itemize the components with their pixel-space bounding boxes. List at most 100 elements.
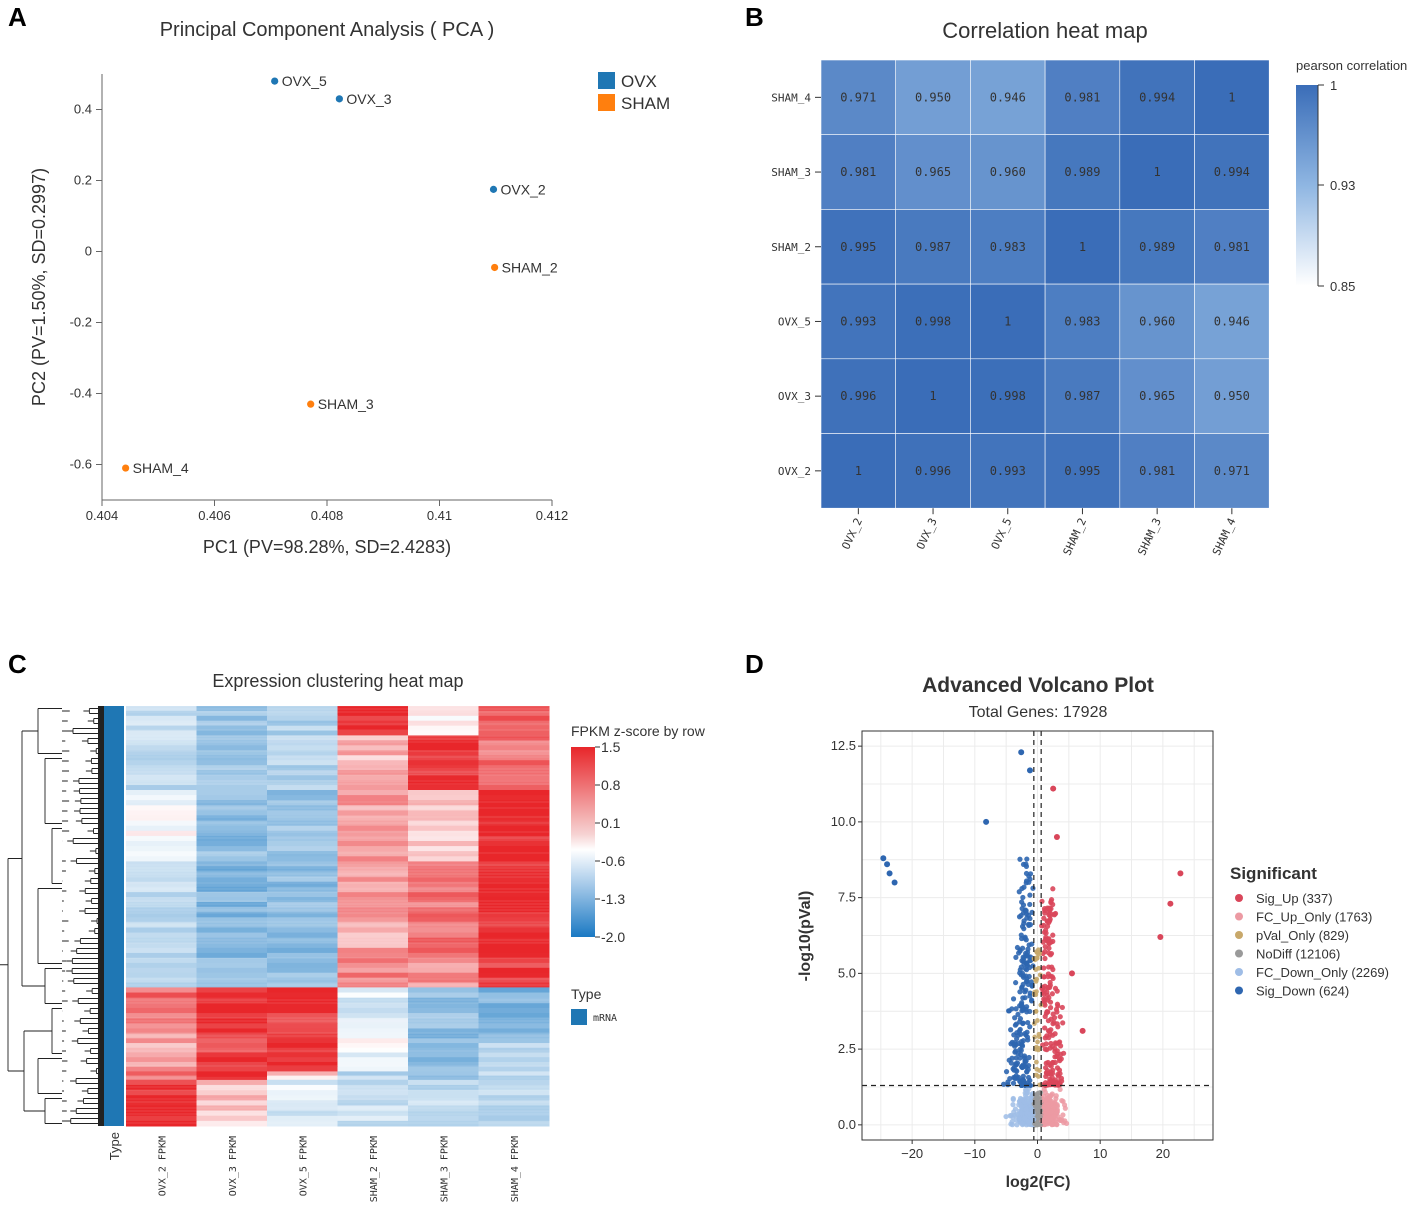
clustering-cell — [478, 1043, 550, 1049]
volcano-x-tick-label: 20 — [1156, 1146, 1170, 1161]
clustering-cell — [267, 1090, 338, 1096]
clustering-cell — [408, 896, 479, 903]
volcano-point — [1017, 856, 1023, 862]
volcano-point — [1019, 905, 1025, 912]
clustering-cell — [337, 886, 409, 893]
clustering-cell — [126, 750, 197, 756]
volcano-point — [1023, 1058, 1029, 1064]
volcano-legend-label: Sig_Down (624) — [1256, 984, 1349, 999]
clustering-cell — [267, 866, 338, 873]
clustering-cell — [337, 932, 409, 939]
clustering-cell — [196, 977, 268, 983]
clustering-cell — [196, 770, 268, 776]
clustering-cell — [126, 856, 197, 862]
volcano-point — [1010, 996, 1017, 1002]
clustering-cell — [408, 1090, 479, 1096]
clustering-cell — [337, 1075, 409, 1081]
clustering-cell — [337, 1007, 409, 1014]
volcano-point — [1033, 1044, 1039, 1050]
correlation-y-label: SHAM_4 — [771, 91, 811, 104]
clustering-leaf-band — [98, 706, 104, 1126]
volcano-y-tick-label: 5.0 — [838, 965, 856, 980]
volcano-legend-dot — [1235, 949, 1243, 958]
volcano-point — [1057, 1039, 1063, 1045]
pca-legend-swatch-ovx — [598, 72, 615, 89]
clustering-cell — [408, 972, 479, 979]
volcano-point — [1001, 1081, 1007, 1087]
correlation-cell-value: 0.950 — [915, 90, 951, 104]
volcano-point — [1027, 892, 1033, 898]
clustering-cell — [337, 937, 409, 944]
clustering-cell — [408, 1043, 479, 1049]
clustering-cell — [267, 750, 338, 756]
volcano-point — [1020, 1073, 1026, 1079]
clustering-cell — [126, 1115, 197, 1122]
correlation-cell-value: 0.946 — [1214, 314, 1250, 328]
volcano-point — [1051, 1113, 1057, 1120]
volcano-x-tick-label: 0 — [1034, 1146, 1041, 1161]
volcano-point — [1014, 944, 1021, 951]
pca-y-label: PC2 (PV=1.50%, SD=0.2997) — [29, 168, 49, 406]
volcano-point — [1048, 1040, 1054, 1047]
correlation-cell — [895, 358, 971, 434]
clustering-cell — [267, 760, 338, 766]
clustering-cell — [196, 1066, 268, 1072]
volcano-point — [1057, 1058, 1063, 1064]
volcano-point — [1047, 1031, 1053, 1037]
clustering-cell — [196, 1038, 268, 1044]
correlation-cell-value: 0.981 — [840, 165, 876, 179]
volcano-point — [1052, 1048, 1058, 1054]
clustering-cell — [408, 800, 479, 806]
clustering-cell — [267, 1038, 338, 1044]
clustering-cell — [126, 851, 197, 857]
clustering-cell — [408, 937, 479, 944]
pca-point-ovx-5 — [271, 77, 279, 85]
correlation-cell — [1194, 433, 1270, 509]
clustering-cell — [267, 1028, 338, 1035]
volcano-point — [1022, 995, 1028, 1001]
volcano-point — [1013, 980, 1019, 986]
clustering-cell — [337, 1038, 409, 1044]
clustering-cell — [196, 720, 268, 727]
clustering-cell — [196, 820, 268, 827]
correlation-title: Correlation heat map — [942, 18, 1147, 43]
clustering-cell — [126, 881, 197, 888]
volcano-point — [1027, 958, 1033, 964]
clustering-cell — [478, 770, 550, 776]
clustering-cell — [478, 1066, 550, 1072]
pca-point-sham-2 — [491, 263, 499, 272]
clustering-cell — [126, 820, 197, 827]
clustering-cell — [196, 896, 268, 903]
clustering-cell — [196, 775, 268, 781]
clustering-cell — [196, 730, 268, 736]
clustering-cell — [408, 775, 479, 781]
clustering-cell — [267, 745, 338, 751]
clustering-cell — [337, 835, 409, 842]
volcano-point — [1024, 915, 1030, 921]
pca-point-label: SHAM_3 — [318, 396, 374, 412]
volcano-point — [1020, 894, 1026, 901]
clustering-cell — [337, 775, 409, 781]
clustering-cell — [126, 958, 197, 964]
clustering-cell — [337, 1105, 409, 1112]
volcano-chart: Advanced Volcano Plot Total Genes: 17928… — [797, 674, 1389, 1191]
volcano-point — [1012, 1049, 1018, 1055]
clustering-cell — [126, 785, 197, 791]
clustering-cell — [126, 907, 197, 913]
volcano-point — [1029, 941, 1035, 947]
pca-point-ovx-3 — [335, 95, 343, 103]
clustering-cell — [267, 1100, 338, 1106]
clustering-colorbar-tick-label: -0.6 — [601, 853, 625, 869]
clustering-cell — [196, 1028, 268, 1035]
clustering-cell — [196, 706, 268, 712]
clustering-cell — [126, 992, 197, 999]
pca-x-tick-label: 0.404 — [86, 508, 119, 523]
volcano-point — [1032, 989, 1037, 995]
volcano-legend-label: pVal_Only (829) — [1256, 928, 1349, 943]
volcano-point — [1057, 1014, 1063, 1020]
clustering-cell — [196, 1033, 268, 1039]
clustering-cell — [337, 1057, 409, 1063]
pca-point-sham-4 — [122, 464, 130, 472]
volcano-point — [1023, 861, 1029, 867]
correlation-cell — [820, 283, 896, 360]
